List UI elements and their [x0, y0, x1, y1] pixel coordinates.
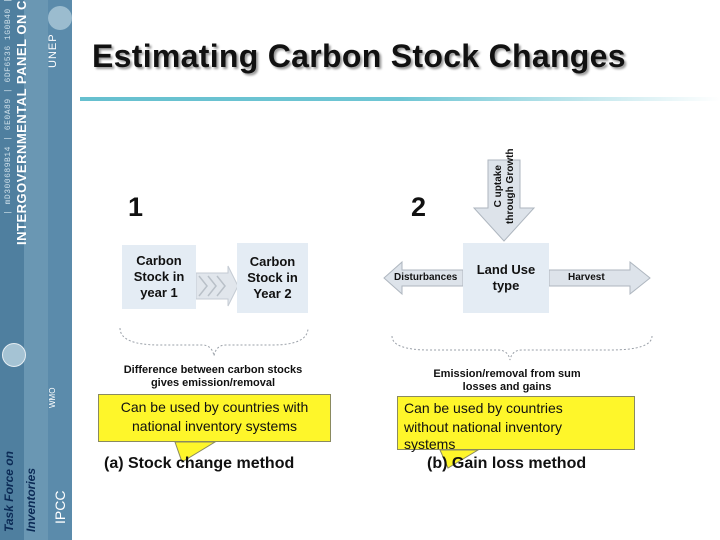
title-underline — [80, 97, 720, 101]
box-b-line2: Stock in — [247, 270, 298, 285]
uptake-arrow — [472, 159, 536, 242]
sidebar-column-middle — [24, 0, 48, 540]
method2-number: 2 — [411, 192, 427, 222]
method1-caption-line2: gives emission/removal — [150, 377, 276, 389]
method2-caption: Emission/removal from sum losses and gai… — [412, 368, 602, 394]
land-use-line1: Land Use — [476, 262, 536, 277]
carbon-stock-year1-box: Carbon Stock in year 1 — [122, 245, 196, 309]
wmo-logo-icon — [2, 343, 26, 367]
gain-loss-method-label: (b) Gain loss method — [427, 455, 587, 472]
box-b-line1: Carbon — [249, 254, 296, 269]
uptake-label: C uptake through Growth — [493, 148, 517, 224]
box-a-line3: year 1 — [140, 285, 178, 300]
method2-caption-line1: Emission/removal from sum — [433, 368, 581, 380]
method1-note: Can be used by countries with national i… — [98, 394, 331, 442]
method1-brace — [119, 327, 309, 357]
ipcc-sidebar: | mD300689B14 | 6E0A89 | 6DF6536 1G0B40 … — [0, 0, 72, 540]
box-a-line1: Carbon — [136, 253, 182, 268]
method2-note-line3: systems — [404, 436, 456, 452]
method1-note-line1: Can be used by countries with — [120, 399, 309, 415]
harvest-arrow — [548, 260, 651, 296]
disturbances-arrow — [383, 260, 464, 296]
method1-caption: Difference between carbon stocks gives e… — [102, 364, 324, 390]
note1-tail — [174, 441, 217, 463]
harvest-label: Harvest — [568, 272, 605, 283]
box-b-line3: Year 2 — [253, 286, 292, 301]
stock-change-arrow — [195, 265, 239, 307]
sidebar-column-left — [0, 0, 24, 540]
method1-caption-line1: Difference between carbon stocks — [123, 364, 303, 376]
method1-number: 1 — [128, 192, 144, 222]
carbon-stock-year2-box: Carbon Stock in Year 2 — [237, 243, 308, 313]
uptake-label-line2: through Growth — [505, 148, 516, 224]
method2-note: Can be used by countries without nationa… — [397, 396, 635, 452]
slide-title: Estimating Carbon Stock Changes — [92, 38, 626, 74]
uptake-label-line1: C uptake — [493, 165, 504, 208]
stock-change-method-label: (a) Stock change method — [104, 455, 295, 472]
box-a-line2: Stock in — [133, 269, 185, 284]
method2-caption-line2: losses and gains — [462, 381, 552, 393]
method2-brace — [391, 335, 653, 361]
method1-note-line2: national inventory systems — [132, 418, 297, 434]
note2-tail — [439, 449, 480, 469]
method2-note-line1: Can be used by countries — [404, 400, 563, 416]
disturbances-label: Disturbances — [394, 272, 458, 283]
land-use-line2: type — [492, 278, 520, 293]
unep-logo-icon — [48, 6, 72, 30]
sidebar-column-right — [48, 0, 72, 540]
method2-note-line2: without national inventory — [404, 419, 562, 435]
stock-change-chevrons — [198, 275, 226, 297]
land-use-type-box: Land Use type — [463, 243, 549, 313]
